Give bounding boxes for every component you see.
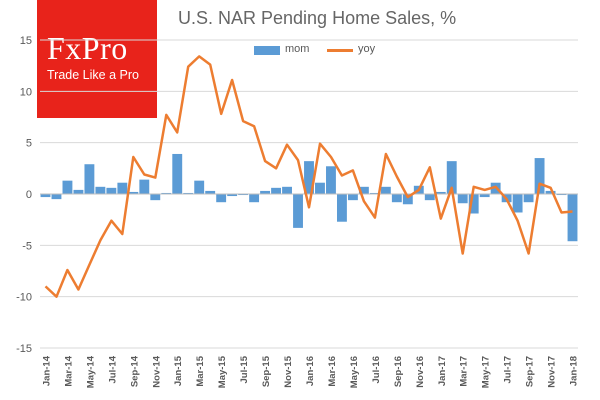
- x-tick-label: Sep-14: [129, 355, 140, 387]
- chart-title: U.S. NAR Pending Home Sales, %: [178, 8, 457, 28]
- legend-label-mom: mom: [285, 43, 310, 55]
- bar-mom: [315, 182, 325, 194]
- bar-mom: [139, 179, 150, 194]
- bar-mom: [545, 190, 556, 194]
- x-tick-label: Jan-14: [41, 355, 52, 386]
- x-tick-label: Mar-15: [195, 355, 206, 386]
- y-tick-label: -5: [22, 240, 32, 252]
- x-tick-label: Jul-16: [371, 356, 382, 383]
- x-tick-label: Sep-17: [525, 356, 536, 387]
- bar-mom: [446, 161, 457, 194]
- bar-mom: [479, 194, 490, 198]
- bar-mom: [260, 190, 271, 194]
- bar-mom: [457, 194, 468, 204]
- x-tick-label: May-17: [481, 356, 492, 388]
- x-tick-labels: Jan-14 Mar-14 May-14 Jul-14 Sep-14 Nov-14 Jan-…: [41, 355, 579, 388]
- x-tick-label: Jan-17: [437, 356, 448, 386]
- bar-mom: [40, 194, 51, 198]
- bar-mom: [73, 189, 84, 194]
- x-tick-label: May-14: [85, 355, 96, 388]
- x-tick-label: Mar-14: [63, 355, 74, 386]
- bar-mom: [172, 153, 183, 194]
- x-tick-label: Nov-17: [547, 356, 558, 388]
- legend-swatch-yoy: [327, 49, 353, 52]
- bar-mom: [391, 194, 402, 203]
- y-tick-label: 15: [20, 35, 32, 47]
- bar-mom: [205, 190, 216, 194]
- bar-mom: [424, 194, 435, 201]
- x-tick-label: Jul-15: [239, 355, 250, 383]
- bar-mom: [271, 187, 282, 194]
- bar-mom: [567, 194, 578, 242]
- bar-mom: [435, 191, 446, 194]
- x-tick-label: Sep-15: [261, 355, 272, 387]
- bar-mom: [150, 194, 161, 201]
- bar-mom: [293, 194, 303, 228]
- bar-mom: [347, 194, 358, 201]
- bar-mom: [227, 194, 238, 197]
- bar-mom: [216, 194, 227, 203]
- bar-mom: [128, 191, 139, 194]
- y-tick-label: 0: [26, 189, 32, 201]
- x-tick-label: Nov-14: [151, 355, 162, 387]
- y-tick-label: 10: [20, 86, 32, 98]
- bar-mom: [468, 194, 479, 214]
- bar-mom: [51, 194, 62, 200]
- legend-swatch-mom: [254, 46, 280, 55]
- x-tick-label: Nov-16: [415, 356, 426, 388]
- y-tick-labels: 15 10 5 0 -5 -10 -15: [16, 35, 32, 355]
- bar-mom: [282, 186, 292, 194]
- bar-mom: [84, 164, 95, 194]
- logo-tagline: Trade Like a Pro: [47, 68, 139, 82]
- bar-mom: [326, 166, 336, 194]
- bar-mom: [117, 182, 128, 194]
- bar-mom: [369, 192, 380, 194]
- x-tick-label: Mar-16: [327, 356, 338, 387]
- fxpro-logo: FxPro Trade Like a Pro: [37, 0, 157, 118]
- bar-mom: [238, 194, 249, 196]
- y-tick-label: -15: [16, 343, 32, 355]
- x-tick-label: Jul-14: [107, 355, 118, 383]
- x-tick-label: Sep-16: [393, 356, 404, 387]
- mom-bars: [40, 153, 578, 242]
- x-tick-label: Jan-15: [173, 355, 184, 386]
- bar-mom: [358, 186, 369, 194]
- bar-mom: [62, 180, 73, 194]
- x-tick-label: Jan-16: [305, 356, 316, 386]
- y-tick-label: -10: [16, 292, 32, 304]
- bar-mom: [336, 194, 347, 222]
- bar-mom: [183, 192, 194, 194]
- bar-mom: [194, 180, 205, 194]
- bar-mom: [249, 194, 260, 203]
- x-tick-label: May-15: [217, 355, 228, 388]
- bar-mom: [161, 192, 172, 194]
- x-tick-label: Mar-17: [459, 356, 470, 387]
- bar-mom: [304, 161, 314, 194]
- bar-mom: [380, 186, 391, 194]
- bar-mom: [95, 186, 106, 194]
- x-tick-label: Jul-17: [503, 356, 514, 383]
- y-tick-label: 5: [26, 138, 32, 150]
- bar-mom: [512, 194, 523, 213]
- gridlines: [40, 39, 578, 349]
- bar-mom: [106, 187, 117, 194]
- bar-mom: [556, 194, 567, 196]
- x-tick-label: May-16: [349, 356, 360, 388]
- bar-mom: [523, 194, 534, 203]
- logo-word: FxPro: [47, 30, 128, 66]
- line-yoy: [44, 55, 573, 298]
- bar-mom: [534, 158, 545, 194]
- bar-mom: [402, 194, 413, 205]
- x-tick-label: Jan-18: [569, 356, 580, 386]
- legend-label-yoy: yoy: [358, 43, 376, 55]
- x-tick-label: Nov-15: [283, 355, 294, 387]
- yoy-line: [44, 55, 573, 298]
